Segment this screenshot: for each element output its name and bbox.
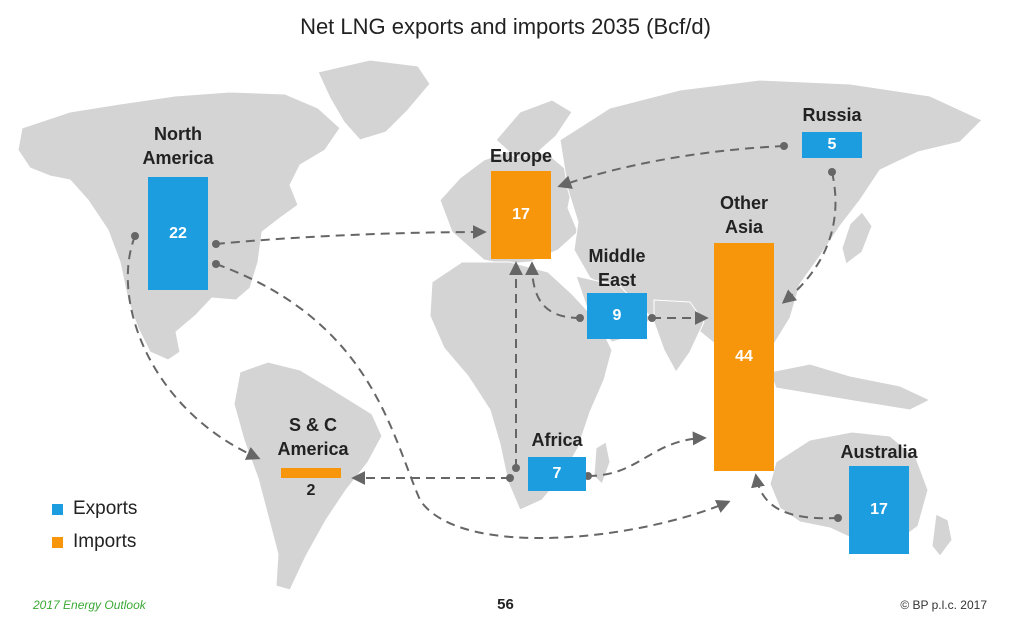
land-new-zealand <box>931 513 953 557</box>
flow-origin-middle-east-to-europe <box>576 314 584 322</box>
legend-exports: Exports <box>52 498 137 520</box>
bar-other-asia: 44 <box>714 243 774 471</box>
bar-australia: 17 <box>849 466 909 554</box>
page-number: 56 <box>497 596 514 613</box>
value-label-other-asia: 44 <box>735 348 753 365</box>
region-label-middle-east: Middle East <box>588 246 646 290</box>
land-madagascar <box>593 441 611 485</box>
flow-origin-russia-to-europe <box>780 142 788 150</box>
land-indonesia <box>769 363 932 411</box>
land-greenland <box>317 59 431 141</box>
legend-exports-label: Exports <box>73 498 138 519</box>
flow-australia-to-other-asia <box>751 473 839 520</box>
land-japan <box>841 211 873 265</box>
flow-origin-australia-to-other-asia <box>834 514 842 522</box>
legend-imports: Imports <box>52 531 136 553</box>
region-label-africa: Africa <box>531 430 583 450</box>
region-label-north-america: North America <box>142 124 214 168</box>
flow-origin-north-america-to-other-asia <box>212 260 220 268</box>
region-label-australia: Australia <box>840 442 918 462</box>
legend-exports-swatch <box>52 503 63 515</box>
value-label-sc-america: 2 <box>306 482 316 499</box>
flow-origin-africa-to-sc-america <box>506 474 514 482</box>
bar-africa: 7 <box>528 457 586 491</box>
flow-north-america-to-sc-america <box>126 235 261 460</box>
flow-africa-to-other-asia <box>587 431 707 477</box>
flow-origin-north-america-to-sc-america <box>131 232 139 240</box>
flow-origin-africa-to-europe <box>512 464 520 472</box>
region-label-other-asia: Other Asia <box>719 193 768 237</box>
value-label-africa: 7 <box>552 465 562 482</box>
value-label-australia: 17 <box>870 501 888 518</box>
land-scandinavia <box>495 99 573 159</box>
flow-origin-north-america-to-europe <box>212 240 220 248</box>
footer-copyright: © BP p.l.c. 2017 <box>900 598 987 612</box>
flow-russia-to-europe <box>557 145 785 189</box>
bar-middle-east: 9 <box>587 293 647 339</box>
flow-arrows <box>126 142 842 540</box>
flow-origin-middle-east-to-other-asia <box>648 314 656 322</box>
flow-origin-russia-to-other-asia <box>828 168 836 176</box>
legend-imports-swatch <box>52 536 63 548</box>
chart-title: Net LNG exports and imports 2035 (Bcf/d) <box>300 14 711 39</box>
footer-source: 2017 Energy Outlook <box>33 598 146 612</box>
region-label-russia: Russia <box>802 105 862 125</box>
value-label-middle-east: 9 <box>612 307 622 324</box>
region-label-europe: Europe <box>489 146 552 166</box>
flow-north-america-to-other-asia <box>215 263 731 540</box>
bar-sc-america <box>281 468 341 478</box>
region-label-sc-america: S & C America <box>277 415 349 459</box>
land-india <box>653 299 705 373</box>
flow-north-america-to-europe <box>215 225 487 245</box>
value-label-north-america: 22 <box>169 224 187 242</box>
bar-russia: 5 <box>802 132 862 158</box>
flow-origin-africa-to-other-asia <box>584 472 592 480</box>
flow-russia-to-other-asia <box>781 171 837 304</box>
value-label-russia: 5 <box>827 136 837 153</box>
legend-imports-label: Imports <box>73 531 137 552</box>
value-label-europe: 17 <box>512 206 530 223</box>
bar-europe: 17 <box>491 171 551 259</box>
bar-north-america: 22 <box>148 177 208 290</box>
